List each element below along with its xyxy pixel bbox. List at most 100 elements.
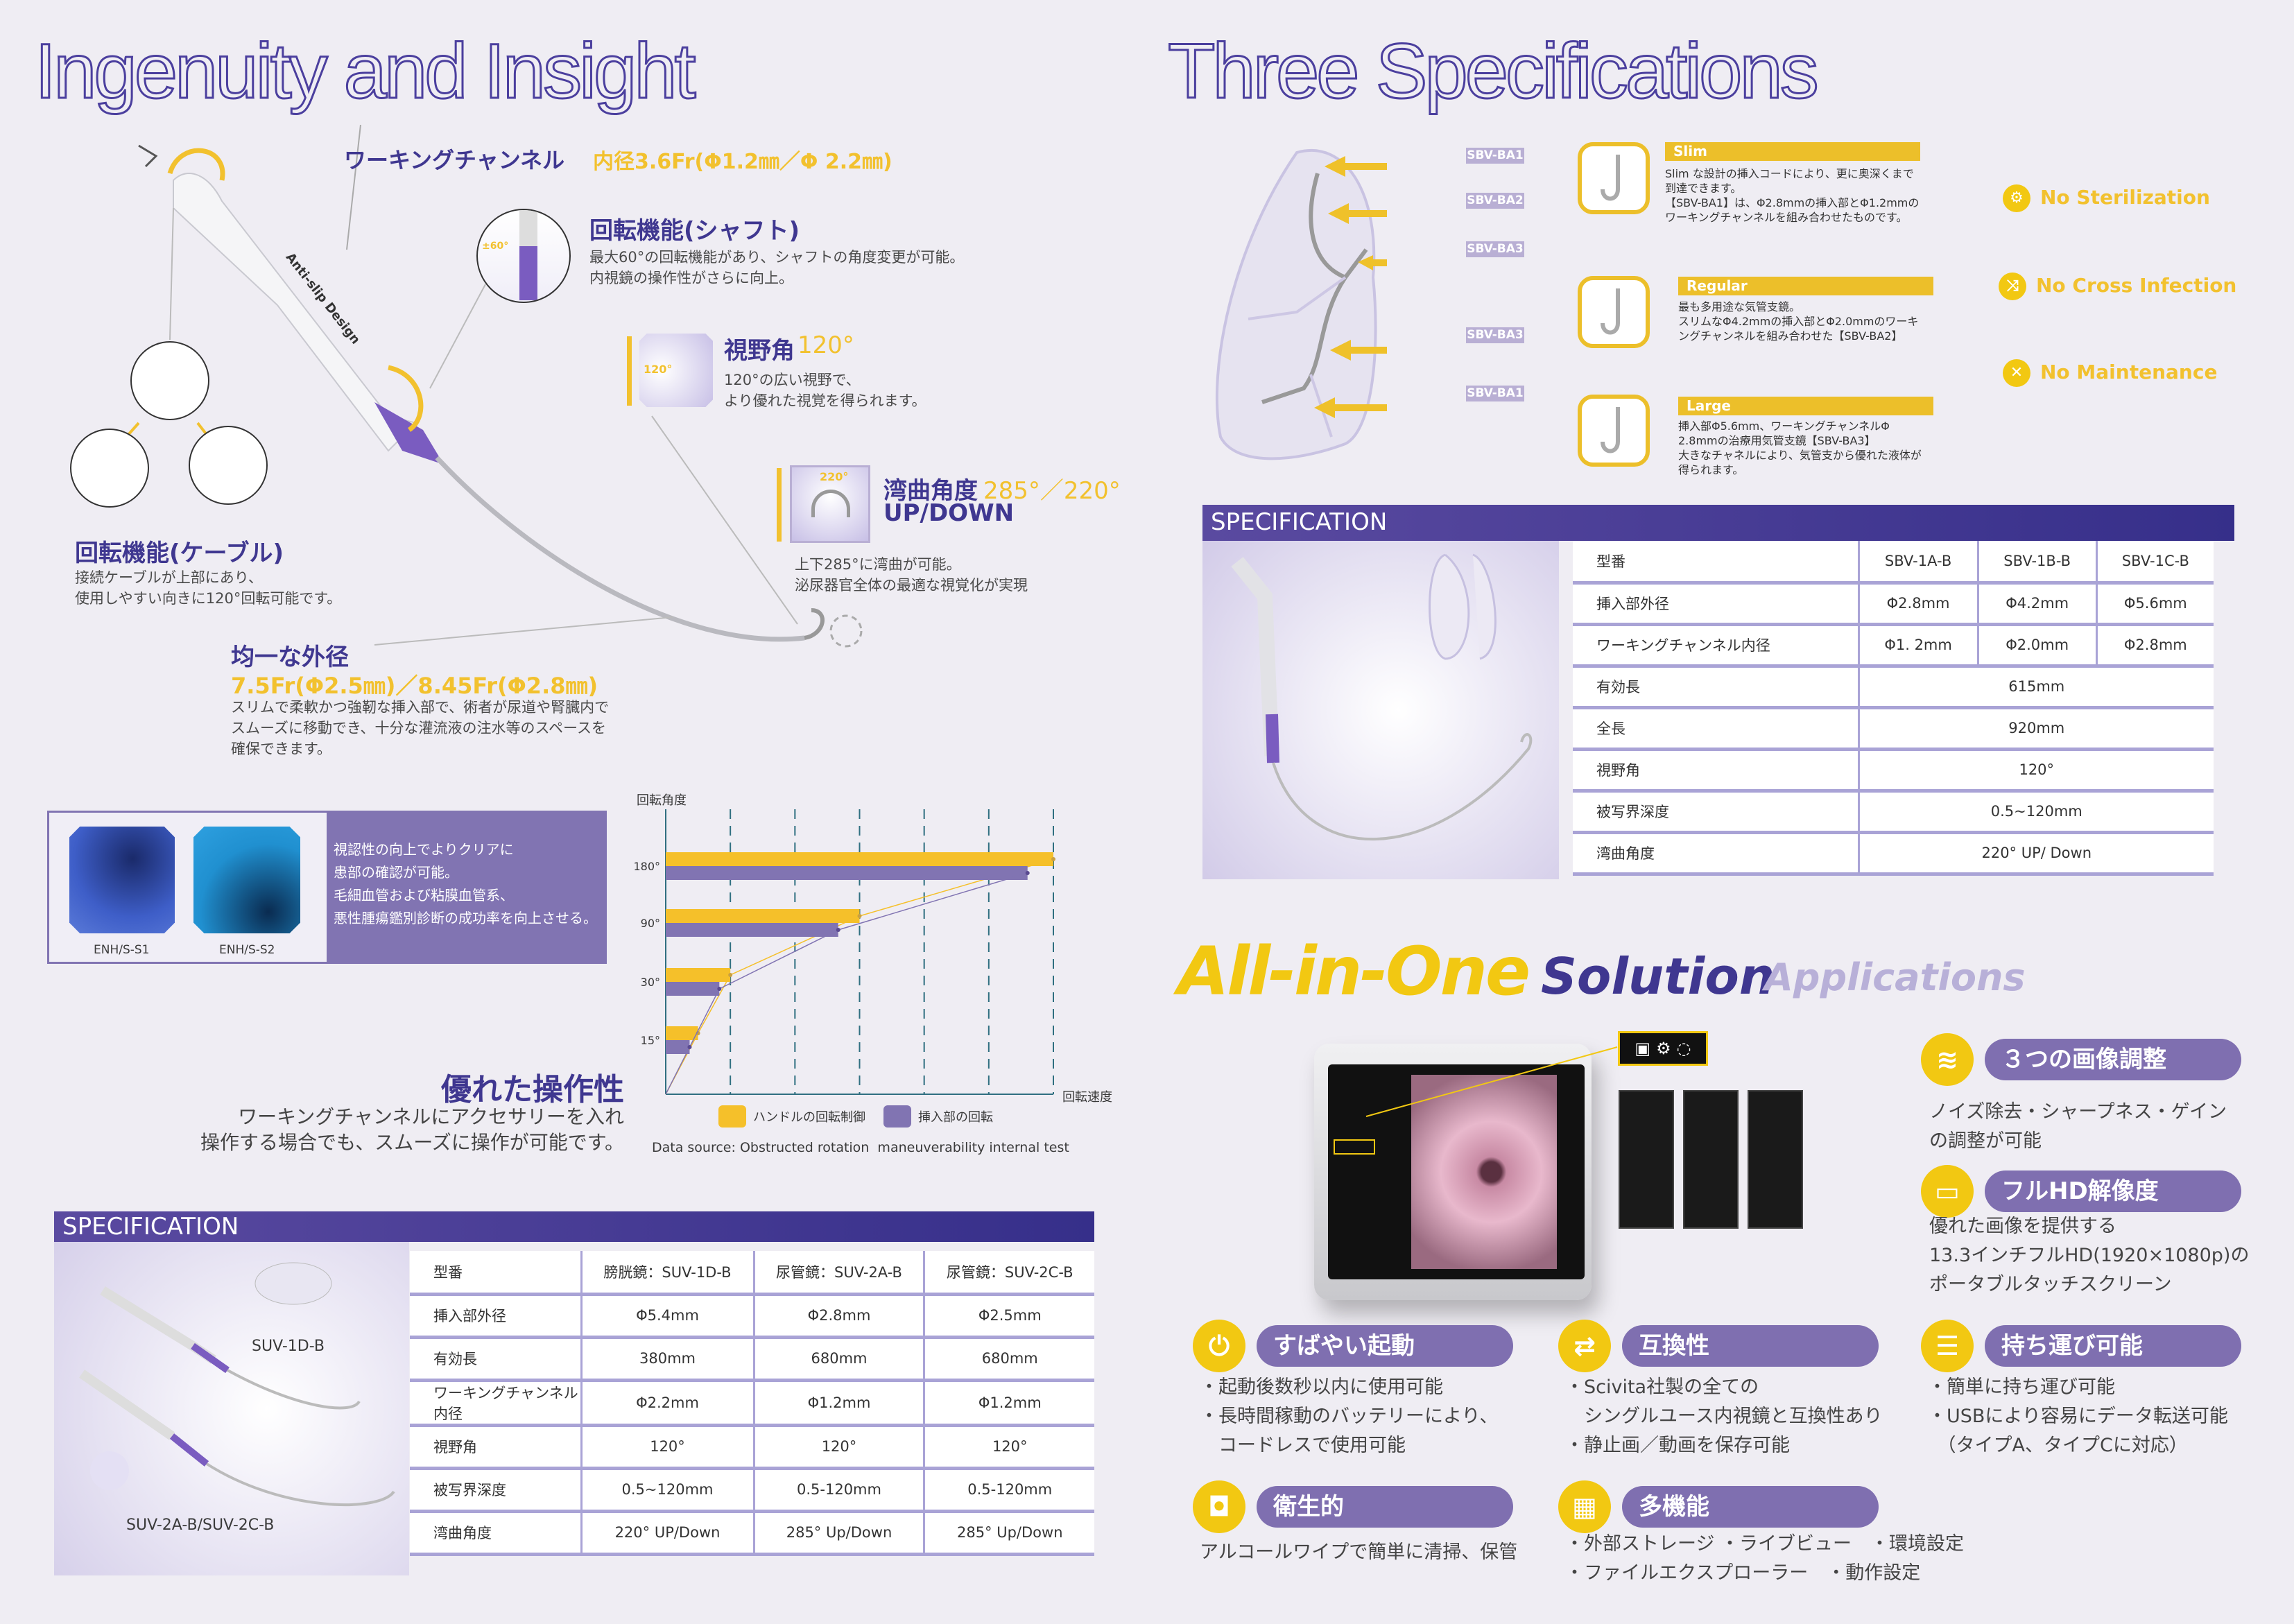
spec-value: Φ2.8mm (1857, 582, 1978, 626)
left-spec-image: SUV-1D-B SUV-2A-B/SUV-2C-B (54, 1242, 409, 1575)
toolbar-callout: ▣ ⚙ ◌ (1618, 1031, 1708, 1066)
bar-insertion (666, 1040, 690, 1054)
power-icon: ⏻ (1193, 1320, 1245, 1372)
lung-illustration (1215, 148, 1387, 460)
spec-value: SBV-1A-B (1857, 541, 1978, 585)
chart-source: Data source: Obstructed rotation maneuve… (652, 1140, 1069, 1155)
bar-handle (666, 909, 860, 923)
desc-line: ・簡単に持ち運び可能 (1928, 1376, 2115, 1398)
ureteroscope-illustration (110, 125, 863, 648)
bar-insertion (666, 923, 838, 937)
left-spec-header: SPECIFICATION (54, 1211, 1094, 1242)
spec-row: 被写界深度 0.5~120mm 0.5-120mm 0.5-120mm (410, 1468, 1094, 1513)
working-channel-value: 内径3.6Fr(Φ1.2㎜／Φ 2.2㎜) (593, 150, 892, 174)
cable-detail-circle-2 (70, 429, 149, 508)
desc-line: 患部の確認が可能。 (334, 864, 458, 881)
spec-value: Φ1. 2mm (1857, 624, 1978, 668)
spec-value: Φ4.2mm (1976, 582, 2097, 626)
spec-value: 920mm (1857, 707, 2214, 751)
spec-value: 尿管鏡：SUV-2C-B (923, 1251, 1094, 1296)
spec-value: 120° (1857, 749, 2214, 793)
data-point (1025, 871, 1030, 875)
data-point (857, 914, 862, 918)
aio-title-2: Solution (1541, 947, 1775, 1005)
menu-panel-3 (1748, 1090, 1803, 1229)
spec-label: 挿入部外径 (410, 1294, 581, 1339)
operability-title: 優れた操作性 (441, 1072, 624, 1107)
scope-type-icon (1578, 142, 1650, 214)
spec-value: 615mm (1857, 666, 2214, 709)
desc-line: ワーキングチャンネルを組み合わせたものです。 (1665, 211, 1908, 224)
cable-detail-circle-3 (189, 426, 268, 505)
desc-line: 最も多用途な気管支鏡。 (1678, 300, 1801, 313)
view-angle-value: 120° (797, 331, 854, 359)
data-point (717, 987, 722, 991)
view-angle-desc: 120°の広い視野で、 より優れた視覚を得られます。 (724, 370, 926, 411)
scope-type-icon (1578, 395, 1650, 467)
data-point (1051, 857, 1055, 861)
bending-title: 湾曲角度 (883, 477, 978, 505)
desc-line: 上下285°に湾曲が可能。 (795, 556, 961, 573)
right-spec-table: 型番 SBV-1A-B SBV-1B-B SBV-1C-B 挿入部外径 Φ2.8mm Φ4.… (1573, 541, 2214, 876)
rotation-chart: 180° 90° 30° 15° (633, 809, 1055, 1095)
shaft-badge: ±60° (482, 241, 509, 252)
spec-value: 120° (923, 1425, 1094, 1470)
shaft-rotation-desc: 最大60°の回転機能があり、シャフトの角度変更が可能。 内視鏡の操作性がさらに向… (589, 247, 964, 288)
spec-value: 285° Up/Down (752, 1511, 924, 1556)
menu-panel-1 (1619, 1090, 1674, 1229)
chart-legend: ハンドルの回転制御 挿入部の回転 (718, 1105, 993, 1128)
desc-line: ノイズ除去・シャープネス・ゲイン (1929, 1101, 2227, 1123)
gear-crossed-icon: ⚙ (2003, 184, 2030, 212)
desc-line: ・長時間稼動のバッテリーにより、 (1200, 1406, 1499, 1427)
desc-line: ・USBにより容易にデータ転送可能 (1928, 1406, 2228, 1427)
spec-value: Φ2.5mm (923, 1294, 1094, 1339)
scope-type-icon (1578, 276, 1650, 348)
desc-line: 泌尿器官全体の最適な視覚化が実現 (795, 577, 1028, 594)
data-point (836, 928, 840, 932)
desc-line: ワーキングチャンネルにアクセサリーを入れ (238, 1105, 624, 1128)
spec-value: 680mm (752, 1337, 924, 1382)
enh-image-1 (69, 827, 175, 933)
menu-panel-2 (1683, 1090, 1739, 1229)
spec-label: ワーキングチャンネル内径 (410, 1380, 581, 1427)
spec-value: Φ2.8mm (2095, 624, 2214, 668)
trend-line (665, 872, 1028, 1095)
spec-value: 0.5~120mm (580, 1468, 754, 1513)
cable-detail-circle-1 (130, 341, 209, 420)
spec-label: 被写界深度 (410, 1468, 581, 1513)
feature-desc: ・外部ストレージ ・ライブビュー ・環境設定 ・ファイルエクスプローラー ・動作設… (1565, 1530, 1964, 1588)
bar-insertion (666, 982, 720, 996)
desc-line: の調整が可能 (1929, 1130, 2042, 1152)
spec-row: 有効長 615mm (1573, 666, 2214, 709)
bending-sub: UP/DOWN (883, 499, 1015, 527)
bending-value: 285°／220° (983, 477, 1121, 505)
feature-label: No Maintenance (2040, 361, 2218, 383)
enh-image-2 (193, 827, 300, 933)
accent-bar (777, 468, 782, 542)
hygiene-icon: ◘ (1193, 1480, 1245, 1533)
spec-value: Φ2.0mm (1976, 624, 2097, 668)
bar-handle (666, 1026, 698, 1040)
scope-type-desc: 挿入部Φ5.6mm、ワーキングチャンネルΦ 2.8mmの治療用気管支鏡【SBV-B… (1678, 419, 1922, 477)
spec-image-label: SUV-2A-B/SUV-2C-B (126, 1517, 275, 1534)
spec-value: Φ2.2mm (580, 1380, 754, 1427)
feature-desc: ・簡単に持ち運び可能 ・USBにより容易にデータ転送可能 （タイプA、タイプCに対… (1928, 1373, 2228, 1460)
spec-label: 型番 (410, 1251, 581, 1296)
desc-line: 到達できます。 (1665, 182, 1742, 195)
scope-images (79, 1262, 395, 1507)
spec-value: 220° UP/Down (580, 1511, 754, 1556)
spec-value: 120° (580, 1425, 754, 1470)
spec-row: 有効長 380mm 680mm 680mm (410, 1337, 1094, 1382)
spec-row: ワーキングチャンネル内径 Φ1. 2mm Φ2.0mm Φ2.8mm (1573, 624, 2214, 668)
chart-ylabel: 回転角度 (637, 793, 687, 808)
spec-label: 視野角 (1573, 749, 1859, 793)
spec-row: 型番 SBV-1A-B SBV-1B-B SBV-1C-B (1573, 541, 2214, 585)
image-adjust-icon: ≋ (1921, 1033, 1974, 1086)
desc-line: ・起動後数秒以内に使用可能 (1200, 1376, 1443, 1398)
spec-value: 380mm (580, 1337, 754, 1382)
feature-no-cross-infection: ⤨ No Cross Infection (1999, 273, 2236, 300)
desc-line: 悪性腫瘍鑑別診断の成功率を向上させる。 (334, 910, 597, 926)
spec-value: SBV-1C-B (2095, 541, 2214, 585)
cable-rotation-title: 回転機能(ケーブル) (75, 539, 284, 567)
monitor-device (1314, 1044, 1592, 1300)
